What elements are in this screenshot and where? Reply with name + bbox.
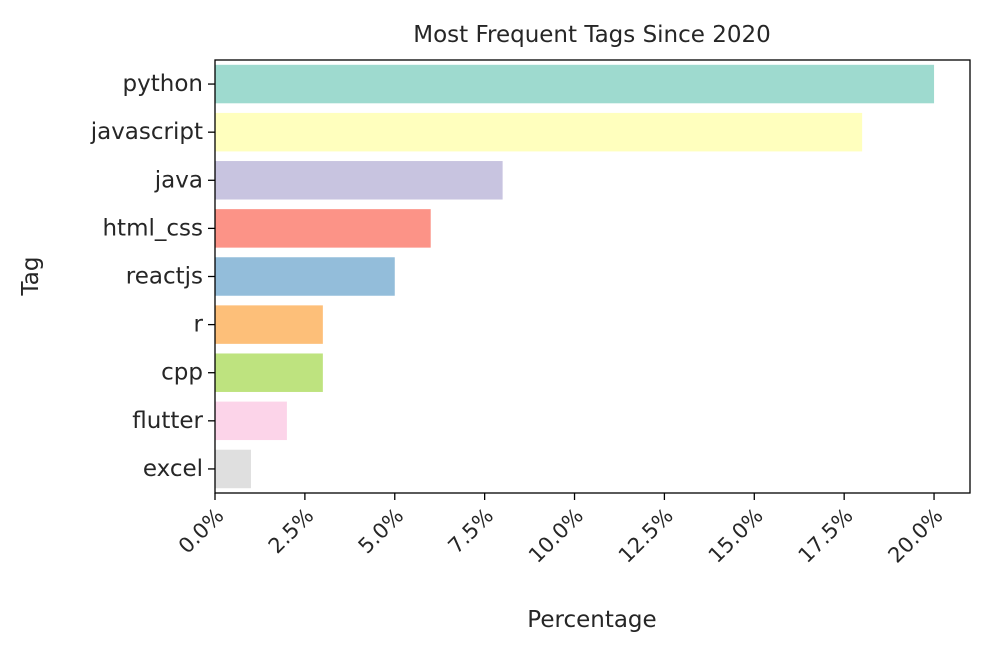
bars-layer: [215, 64, 935, 489]
bar-javascript: [215, 112, 863, 152]
x-tick-label: 20.0%: [883, 504, 947, 568]
bar-html_css: [215, 209, 431, 248]
x-tick-label: 17.5%: [794, 504, 858, 568]
x-axis: 0.0% 2.5% 5.0% 7.5% 10.0% 12.5% 15.0% 17.5% 20.0…: [174, 493, 948, 568]
plot-frame: [214, 59, 971, 494]
x-tick-label: 12.5%: [614, 504, 678, 568]
bar-cpp: [215, 353, 323, 392]
y-tick-label: java: [154, 167, 203, 193]
bar-flutter: [215, 401, 287, 441]
x-tick-label: 0.0%: [174, 504, 229, 559]
x-tick-label: 2.5%: [264, 504, 319, 559]
y-tick-label: flutter: [132, 408, 203, 434]
x-tick-label: 15.0%: [704, 504, 768, 568]
bar-java: [215, 161, 503, 200]
bar-reactjs: [215, 257, 395, 296]
x-tick-label: 7.5%: [443, 504, 498, 559]
bar-excel: [215, 449, 251, 489]
chart-title: Most Frequent Tags Since 2020: [413, 22, 771, 48]
y-tick-label: excel: [143, 456, 203, 482]
y-tick-label: html_css: [102, 215, 203, 241]
x-axis-label: Percentage: [527, 607, 656, 633]
x-tick-label: 5.0%: [354, 504, 409, 559]
y-tick-label: r: [194, 312, 204, 338]
bar-r: [215, 305, 323, 344]
y-tick-label: python: [123, 71, 203, 97]
y-tick-label: reactjs: [126, 264, 203, 290]
y-tick-label: javascript: [90, 119, 203, 145]
y-tick-label: cpp: [161, 360, 203, 386]
y-axis-label: Tag: [18, 257, 44, 297]
x-tick-label: 10.0%: [524, 504, 588, 568]
bar-python: [215, 64, 935, 104]
